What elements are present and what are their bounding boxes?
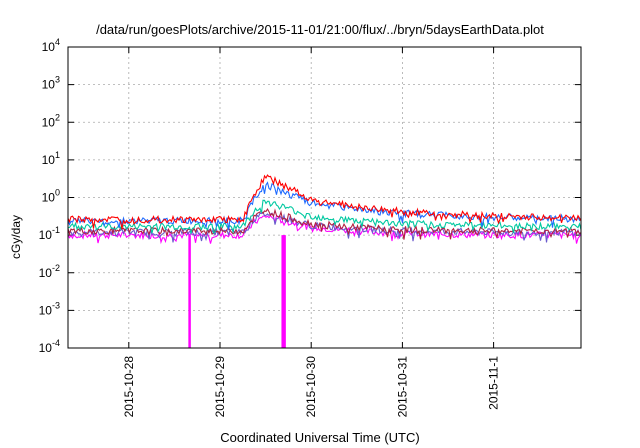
y-tick-label: 104 (42, 37, 60, 54)
series-line (68, 208, 581, 240)
y-tick-label: 103 (42, 75, 60, 92)
x-tick-label: 2015-10-28 (122, 356, 136, 418)
y-tick-label: 10-1 (39, 225, 60, 242)
x-tick-label: 2015-10-31 (395, 356, 409, 418)
y-tick-label: 102 (42, 112, 60, 129)
series-line (68, 181, 581, 231)
x-tick-label: 2015-10-30 (304, 356, 318, 418)
series-line (68, 214, 581, 245)
y-tick-label: 10-2 (39, 263, 60, 280)
series-line (68, 199, 581, 236)
y-tick-label: 101 (42, 150, 60, 167)
series-line (68, 174, 581, 229)
x-tick-label: 2015-11-1 (487, 356, 501, 410)
x-tick-label: 2015-10-29 (213, 356, 227, 418)
chart-title: /data/run/goesPlots/archive/2015-11-01/2… (96, 22, 544, 37)
y-tick-label: 10-4 (39, 338, 60, 355)
y-tick-label: 100 (42, 188, 60, 205)
x-axis-label: Coordinated Universal Time (UTC) (220, 430, 420, 445)
plot-frame (67, 46, 582, 349)
y-tick-label: 10-3 (39, 300, 60, 317)
